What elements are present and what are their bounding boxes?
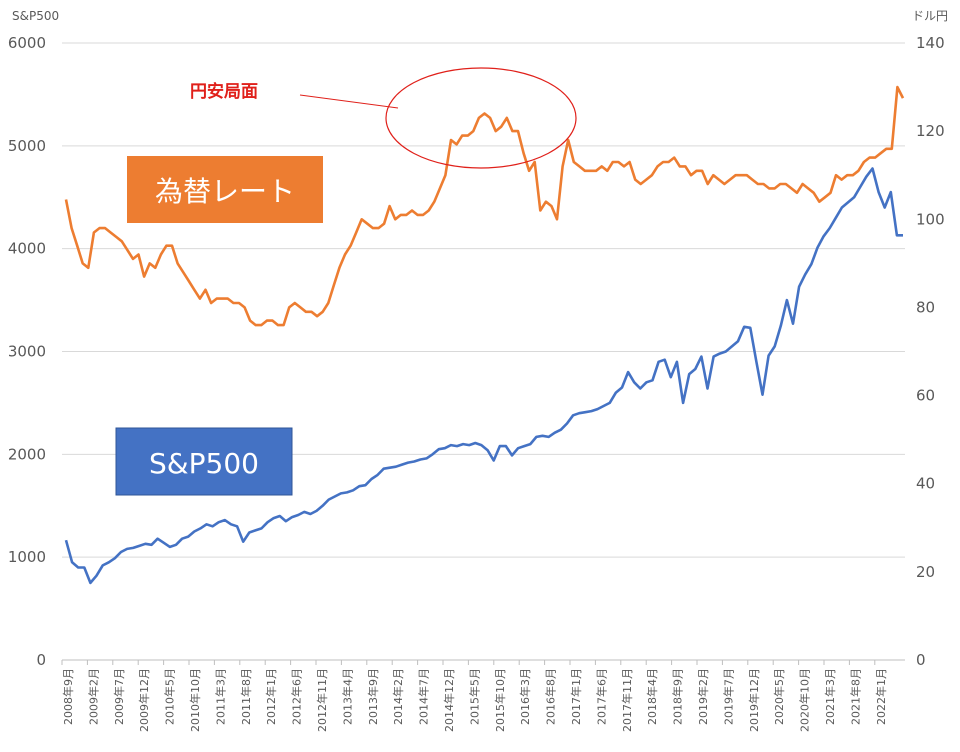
x-tick-label: 2009年7月 (112, 668, 126, 725)
x-tick-label: 2017年1月 (569, 668, 583, 725)
right-tick-label: 100 (916, 210, 945, 228)
left-tick-label: 5000 (8, 137, 46, 155)
weak-yen-annotation: 円安局面 (190, 81, 258, 102)
fx-rate-series-line (64, 85, 905, 327)
right-tick-label: 120 (916, 122, 945, 140)
x-tick-label: 2020年10月 (798, 668, 812, 732)
x-tick-label: 2010年10月 (188, 668, 202, 732)
right-tick-label: 0 (916, 651, 926, 669)
x-tick-label: 2009年12月 (137, 668, 151, 732)
x-axis-ticks: 2008年9月 2009年2月 2009年7月 2009年12月 2010年5月 2010… (61, 660, 888, 732)
x-tick-label: 2011年8月 (239, 668, 253, 725)
fx-rate-label: 為替レート (155, 175, 295, 208)
x-tick-label: 2016年8月 (544, 668, 558, 725)
left-tick-label: 2000 (8, 445, 46, 463)
x-tick-label: 2016年3月 (518, 668, 532, 725)
x-tick-label: 2013年4月 (340, 668, 354, 725)
x-tick-label: 2015年5月 (467, 668, 481, 725)
right-axis-label: ドル円 (912, 9, 948, 23)
x-tick-label: 2019年2月 (696, 668, 710, 725)
x-tick-label: 2014年12月 (442, 668, 456, 732)
weak-yen-pointer (299, 94, 399, 109)
x-tick-label: 2019年12月 (747, 668, 761, 732)
weak-yen-ellipse (385, 67, 577, 169)
x-tick-label: 2014年2月 (391, 668, 405, 725)
right-tick-label: 60 (916, 387, 935, 405)
x-tick-label: 2018年4月 (645, 668, 659, 725)
right-tick-label: 80 (916, 298, 935, 316)
x-tick-label: 2015年10月 (493, 668, 507, 732)
x-tick-label: 2022年1月 (874, 668, 888, 725)
fx-rate-label-box (127, 156, 323, 223)
left-tick-label: 0 (36, 651, 46, 669)
x-tick-label: 2009年2月 (86, 668, 100, 725)
series-lines (64, 85, 905, 585)
left-tick-label: 1000 (8, 548, 46, 566)
sp500-label-box (115, 427, 293, 496)
x-tick-label: 2018年9月 (671, 668, 685, 725)
right-tick-label: 40 (916, 475, 935, 493)
sp500-label: S&P500 (149, 447, 259, 480)
x-tick-label: 2019年7月 (721, 668, 735, 725)
left-tick-label: 4000 (8, 240, 46, 258)
x-tick-label: 2012年6月 (290, 668, 304, 725)
right-tick-label: 140 (916, 34, 945, 52)
x-tick-label: 2021年3月 (823, 668, 837, 725)
right-tick-label: 20 (916, 563, 935, 581)
x-tick-label: 2012年1月 (264, 668, 278, 725)
x-tick-label: 2010年5月 (163, 668, 177, 725)
x-tick-label: 2013年9月 (366, 668, 380, 725)
x-tick-label: 2017年6月 (594, 668, 608, 725)
left-tick-label: 3000 (8, 343, 46, 361)
x-tick-label: 2011年3月 (213, 668, 227, 725)
x-tick-label: 2012年11月 (315, 668, 329, 732)
left-axis-ticks: 0 1000 2000 3000 4000 5000 6000 (8, 34, 46, 669)
x-tick-label: 2017年11月 (620, 668, 634, 732)
right-axis-ticks: 0 20 40 60 80 100 120 140 (916, 34, 945, 669)
left-tick-label: 6000 (8, 34, 46, 52)
x-tick-label: 2014年7月 (417, 668, 431, 725)
x-tick-label: 2021年8月 (848, 668, 862, 725)
left-axis-label: S&P500 (12, 9, 59, 23)
x-tick-label: 2008年9月 (61, 668, 75, 725)
sp500-series-line (64, 167, 903, 585)
x-tick-label: 2020年5月 (772, 668, 786, 725)
